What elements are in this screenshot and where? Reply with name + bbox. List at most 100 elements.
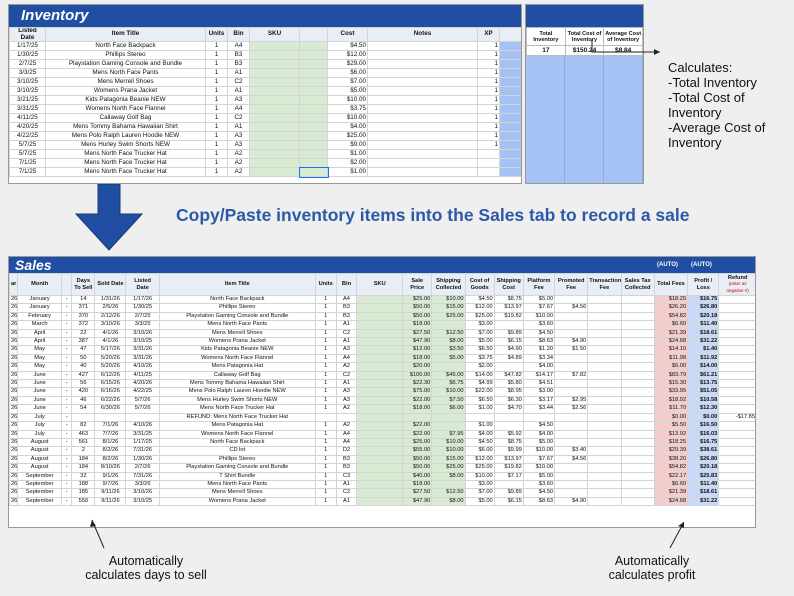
sales-cell-shipping-collected[interactable]: $25.00 — [431, 463, 466, 473]
sales-cell-shipping-collected[interactable]: $5.00 — [431, 353, 466, 364]
sales-cell-dash[interactable]: - — [60, 488, 73, 498]
sales-cell-total-fees[interactable]: $6.60 — [653, 320, 689, 330]
sales-cell-shipping-collected[interactable]: $12.50 — [431, 488, 466, 498]
sales-cell-listed-date[interactable]: 5/7/26 — [125, 395, 160, 406]
sales-cell-profit-loss[interactable]: $11.40 — [687, 320, 720, 330]
sales-cell-listed-date[interactable]: 2/7/26 — [125, 463, 160, 473]
sales-cell-profit-loss[interactable]: $18.61 — [687, 488, 720, 498]
sales-cell-listed-date[interactable]: 3/31/26 — [125, 353, 160, 364]
sales-cell-dash[interactable]: - — [60, 479, 73, 490]
sales-cell-profit-loss[interactable]: $61.21 — [687, 370, 720, 381]
sales-cell-profit-loss[interactable]: $38.61 — [687, 446, 720, 456]
sales-cell-shipping-collected[interactable]: $7.95 — [431, 429, 466, 439]
sales-cell-shipping-collected[interactable]: $10.00 — [431, 294, 466, 305]
sales-cell-listed-date[interactable]: 1/17/25 — [125, 437, 160, 448]
sales-cell-profit-loss[interactable]: $10.58 — [687, 395, 720, 406]
sales-cell-profit-loss[interactable]: $18.61 — [687, 328, 720, 339]
sales-header-total-fees[interactable]: Total Fees — [653, 273, 689, 296]
sales-cell-total-fees[interactable]: $33.95 — [653, 387, 689, 397]
sales-cell-refund[interactable]: -$17.85 — [718, 412, 755, 423]
sales-cell-item-title[interactable]: Mens North Face Pants — [158, 479, 316, 490]
sales-cell-dash[interactable]: - — [60, 454, 73, 465]
sales-cell-profit-loss[interactable]: $16.50 — [687, 421, 720, 431]
sales-cell-dash[interactable]: - — [60, 328, 73, 339]
sales-cell-item-title[interactable]: Playstation Gaming Console and Bundle — [158, 311, 316, 322]
sales-header-profit-loss[interactable]: Profit / Loss — [687, 273, 720, 296]
sales-cell-dash[interactable]: - — [60, 463, 73, 473]
sales-cell-total-fees[interactable]: $6.60 — [653, 479, 689, 490]
sales-cell-year[interactable]: 26 — [9, 370, 19, 381]
sales-header-sku[interactable]: SKU — [356, 273, 404, 296]
sales-cell-listed-date[interactable]: 3/10/26 — [125, 488, 160, 498]
sales-cell-year[interactable]: 26 — [9, 303, 19, 313]
sales-cell-total-fees[interactable]: $18.92 — [653, 395, 689, 406]
sales-cell-total-fees[interactable]: $11.70 — [653, 404, 689, 414]
sales-cell-listed-date[interactable]: 7/31/26 — [125, 471, 160, 481]
sales-cell-listed-date[interactable]: 3/10/25 — [125, 337, 160, 347]
sales-cell-dash[interactable]: - — [60, 362, 73, 372]
sales-cell-year[interactable]: 26 — [9, 412, 19, 423]
sales-cell-shipping-collected[interactable]: $15.00 — [431, 303, 466, 313]
summary-total-inventory[interactable]: 17 — [526, 45, 566, 56]
sales-cell-listed-date[interactable]: 1/17/26 — [125, 294, 160, 305]
sales-cell-total-fees[interactable]: $83.79 — [653, 370, 689, 381]
sales-cell-dash[interactable]: - — [60, 437, 73, 448]
sales-cell-shipping-collected[interactable]: $10.00 — [431, 437, 466, 448]
sales-header-listed-date[interactable]: Listed Date — [125, 273, 160, 296]
sales-header-sold-date[interactable]: Sold Date — [94, 273, 127, 296]
sales-header-refund[interactable]: Refund (enter as negative #) — [718, 273, 755, 296]
sales-cell-item-title[interactable]: Playstation Gaming Console and Bundle — [158, 463, 316, 473]
sales-cell-listed-date[interactable]: 2/7/25 — [125, 311, 160, 322]
summary-average-cost[interactable]: $8.84 — [603, 45, 643, 56]
sales-cell-year[interactable]: 26 — [9, 463, 19, 473]
sales-cell-listed-date[interactable]: 3/3/26 — [125, 479, 160, 490]
sales-cell-profit-loss[interactable]: $1.40 — [687, 345, 720, 355]
sales-cell-listed-date[interactable]: 4/20/26 — [125, 379, 160, 389]
sales-cell-item-title[interactable]: Mens Polo Ralph Lauren Hoodie NEW — [158, 387, 316, 397]
sales-cell-item-title[interactable]: Kids Patagonia Beanie NEW — [158, 345, 316, 355]
sales-cell-item-title[interactable]: North Face Backpack — [158, 294, 316, 305]
sales-cell-shipping-collected[interactable]: $6.75 — [431, 379, 466, 389]
sales-header-shipping-cost[interactable]: Shipping Cost — [493, 273, 524, 296]
sales-cell-year[interactable]: 26 — [9, 479, 19, 490]
sales-cell-profit-loss[interactable]: $0.00 — [687, 412, 720, 423]
sales-cell-listed-date[interactable]: 3/31/26 — [125, 345, 160, 355]
sales-cell-dash[interactable]: - — [60, 379, 73, 389]
sales-cell-listed-date[interactable]: 3/31/25 — [125, 429, 160, 439]
sales-cell-dash[interactable]: - — [60, 421, 73, 431]
sales-cell-profit-loss[interactable]: $14.00 — [687, 362, 720, 372]
sales-cell-shipping-collected[interactable]: $45.00 — [431, 370, 466, 381]
sales-cell-year[interactable]: 26 — [9, 437, 19, 448]
sales-cell-year[interactable]: 26 — [9, 353, 19, 364]
sales-cell-item-title[interactable]: Callaway Golf Bag — [158, 370, 316, 381]
sales-cell-listed-date[interactable]: 7/31/26 — [125, 446, 160, 456]
inv-header-cost[interactable]: Cost — [327, 27, 368, 42]
sales-cell-item-title[interactable]: Mens Merrell Shoes — [158, 488, 316, 498]
sales-cell-item-title[interactable]: CD lot — [158, 446, 316, 456]
sales-cell-year[interactable]: 26 — [9, 446, 19, 456]
sales-cell-dash[interactable]: - — [60, 337, 73, 347]
sales-cell-dash[interactable]: - — [60, 320, 73, 330]
sales-cell-year[interactable]: 26 — [9, 471, 19, 481]
sales-cell-shipping-collected[interactable]: $15.00 — [431, 454, 466, 465]
sales-cell-year[interactable]: 26 — [9, 429, 19, 439]
inv-cell-blank[interactable] — [499, 167, 521, 177]
sales-cell-year[interactable]: 26 — [9, 379, 19, 389]
sales-cell-profit-loss[interactable]: $26.80 — [687, 454, 720, 465]
sales-cell-profit-loss[interactable]: $16.75 — [687, 437, 720, 448]
sales-cell-item-title[interactable]: Mens Patagonia Hat — [158, 421, 316, 431]
sales-header-promoted-fee[interactable]: Promoted Fee — [554, 273, 589, 296]
sales-cell-listed-date[interactable]: 4/22/25 — [125, 387, 160, 397]
inv-header-item-title[interactable]: Item Title — [45, 27, 206, 42]
sales-cell-shipping-collected[interactable]: $12.50 — [431, 328, 466, 339]
sales-cell-total-fees[interactable]: $13.92 — [653, 429, 689, 439]
sales-cell-listed-date[interactable]: 3/10/26 — [125, 328, 160, 339]
sales-cell-item-title[interactable]: North Face Backpack — [158, 437, 316, 448]
sales-cell-dash[interactable]: - — [60, 496, 73, 507]
sales-cell-listed-date[interactable]: 1/30/26 — [125, 454, 160, 465]
sales-cell-year[interactable]: 26 — [9, 395, 19, 406]
sales-header-item-title[interactable]: Item Title — [158, 273, 316, 296]
sales-cell-shipping-collected[interactable]: $8.00 — [431, 496, 466, 507]
sales-cell-profit-loss[interactable]: $16.03 — [687, 429, 720, 439]
sales-cell-dash[interactable]: - — [60, 345, 73, 355]
